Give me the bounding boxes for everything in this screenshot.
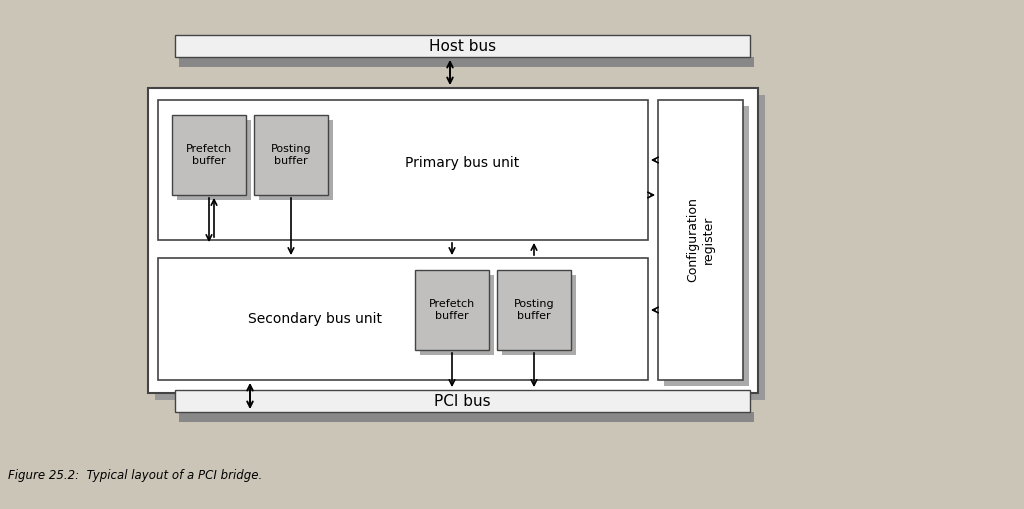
Bar (420, 275, 494, 355)
Bar (179, 412, 754, 422)
Bar (172, 115, 246, 195)
Text: Host bus: Host bus (429, 39, 496, 53)
Bar (155, 95, 765, 400)
Bar (415, 270, 489, 350)
Bar (158, 258, 648, 380)
Bar (502, 275, 575, 355)
Text: Prefetch
buffer: Prefetch buffer (429, 299, 475, 321)
Text: Posting
buffer: Posting buffer (514, 299, 554, 321)
Bar (664, 106, 749, 386)
Text: Primary bus unit: Primary bus unit (404, 156, 519, 170)
Bar (497, 270, 571, 350)
Text: Figure 25.2:  Typical layout of a PCI bridge.: Figure 25.2: Typical layout of a PCI bri… (8, 469, 262, 483)
Bar (259, 120, 333, 200)
Bar (148, 88, 758, 393)
Bar (177, 120, 251, 200)
Bar (658, 100, 743, 380)
Text: Secondary bus unit: Secondary bus unit (248, 312, 382, 326)
Text: PCI bus: PCI bus (434, 393, 490, 409)
Bar (175, 35, 750, 57)
Bar (175, 390, 750, 412)
Text: Posting
buffer: Posting buffer (270, 144, 311, 166)
Bar (179, 57, 754, 67)
Text: Prefetch
buffer: Prefetch buffer (186, 144, 232, 166)
Bar (254, 115, 328, 195)
Bar (158, 100, 648, 240)
Text: Configuration
register: Configuration register (686, 197, 715, 282)
